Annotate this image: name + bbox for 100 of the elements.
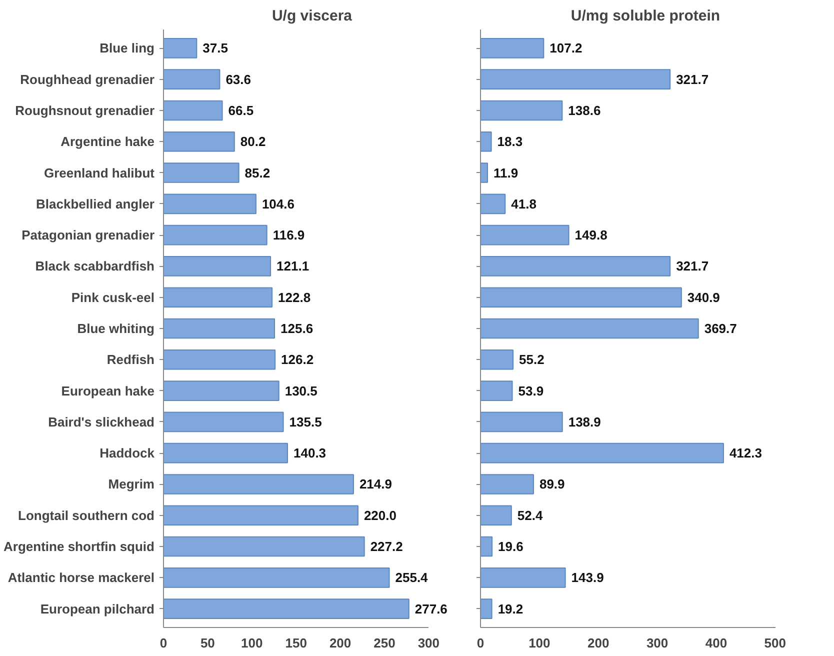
data-label: 143.9: [571, 570, 604, 586]
y-tick-label: Pink cusk-eel: [71, 290, 155, 305]
y-tick-label: Roughsnout grenadier: [15, 102, 154, 118]
bar: [164, 69, 220, 90]
bar: [164, 100, 223, 121]
y-tick-label: Greenland halibut: [44, 165, 156, 180]
x-tick-label: 0: [476, 636, 484, 650]
data-label: 41.8: [511, 196, 536, 212]
data-label: 140.3: [294, 446, 326, 461]
y-tick-label: Longtail southern cod: [18, 508, 155, 523]
data-label: 121.1: [276, 258, 310, 274]
y-tick-label: Black scabbardfish: [35, 258, 155, 274]
data-label: 227.2: [370, 539, 403, 554]
bar: [480, 536, 493, 557]
y-tick-label: Haddock: [100, 446, 156, 461]
bar: [164, 536, 365, 557]
bar: [480, 131, 492, 152]
data-label: 321.7: [676, 258, 709, 274]
data-label: 126.2: [281, 352, 314, 368]
x-tick-label: 250: [374, 636, 396, 650]
data-label: 18.3: [497, 134, 523, 150]
data-label: 130.5: [284, 383, 318, 398]
data-label: 220.0: [364, 508, 397, 523]
bar: [480, 380, 513, 401]
data-label: 53.9: [518, 383, 544, 398]
x-tick-label: 50: [200, 636, 215, 650]
data-label: 412.3: [729, 446, 762, 461]
bar: [480, 287, 682, 308]
bar: [480, 412, 563, 432]
x-tick-label: 200: [329, 636, 352, 650]
bar: [480, 100, 563, 121]
data-label: 104.6: [262, 196, 295, 212]
x-tick-label: 100: [241, 636, 263, 650]
data-label: 85.2: [244, 165, 270, 180]
y-tick-label: Argentine hake: [60, 134, 155, 150]
bar: [480, 69, 671, 90]
x-tick-label: 100: [528, 636, 550, 650]
data-label: 340.9: [687, 290, 720, 305]
y-tick-label: Roughhead grenadier: [20, 72, 155, 87]
data-label: 66.5: [228, 102, 254, 118]
y-tick-label: European pilchard: [40, 601, 155, 616]
bar: [164, 224, 268, 246]
bar: [480, 38, 544, 58]
bar: [480, 194, 506, 214]
bar: [164, 474, 354, 494]
data-label: 55.2: [519, 352, 544, 368]
bar: [480, 349, 514, 370]
data-label: 37.5: [202, 40, 228, 56]
chart-title: U/mg soluble protein: [570, 8, 720, 24]
data-label: 116.9: [272, 228, 305, 243]
bar: [164, 194, 256, 214]
data-label: 255.4: [395, 570, 429, 586]
bar: [480, 505, 512, 526]
data-label: 125.6: [280, 321, 314, 336]
bar: [164, 380, 280, 401]
bar: [164, 412, 284, 432]
bar: [164, 256, 272, 276]
bar: [164, 505, 358, 526]
bar: [480, 318, 699, 339]
data-label: 107.2: [550, 40, 582, 56]
data-label: 63.6: [226, 72, 252, 87]
y-tick-label: Megrim: [108, 476, 155, 492]
y-tick-label: Argentine shortfin squid: [4, 539, 155, 554]
bar: [480, 442, 724, 464]
data-label: 11.9: [494, 165, 518, 180]
data-label: 321.7: [676, 72, 709, 87]
y-tick-label: Blue whiting: [77, 321, 155, 336]
y-tick-label: Blackbellied angler: [36, 196, 155, 212]
y-tick-label: Baird's slickhead: [48, 414, 155, 430]
data-label: 277.6: [414, 601, 448, 616]
bar: [480, 162, 488, 183]
bar: [164, 38, 198, 58]
x-tick-label: 300: [646, 636, 668, 650]
data-label: 214.9: [359, 476, 392, 492]
data-label: 138.9: [568, 414, 601, 430]
chart-title: U/g viscera: [272, 8, 353, 24]
y-tick-label: Redfish: [106, 352, 155, 368]
bar: [164, 598, 410, 619]
x-tick-label: 300: [418, 636, 440, 650]
x-tick-label: 200: [588, 636, 610, 650]
y-tick-label: Patagonian grenadier: [22, 228, 154, 243]
x-tick-label: 500: [764, 636, 786, 650]
data-label: 135.5: [289, 414, 322, 430]
data-label: 89.9: [539, 476, 565, 492]
bar: [480, 568, 566, 588]
data-label: 52.4: [517, 508, 544, 523]
bar: [480, 598, 492, 619]
data-label: 122.8: [278, 290, 311, 305]
x-tick-label: 400: [705, 636, 728, 650]
data-label: 19.6: [498, 539, 524, 554]
bar: [164, 568, 390, 588]
data-label: 138.6: [568, 102, 601, 118]
data-label: 80.2: [240, 134, 266, 150]
bar: [164, 349, 276, 370]
x-tick-label: 150: [285, 636, 307, 650]
data-label: 19.2: [498, 601, 524, 616]
bar: [480, 474, 534, 494]
bar: [480, 224, 570, 246]
bar: [164, 318, 276, 339]
y-tick-label: European hake: [61, 383, 155, 398]
